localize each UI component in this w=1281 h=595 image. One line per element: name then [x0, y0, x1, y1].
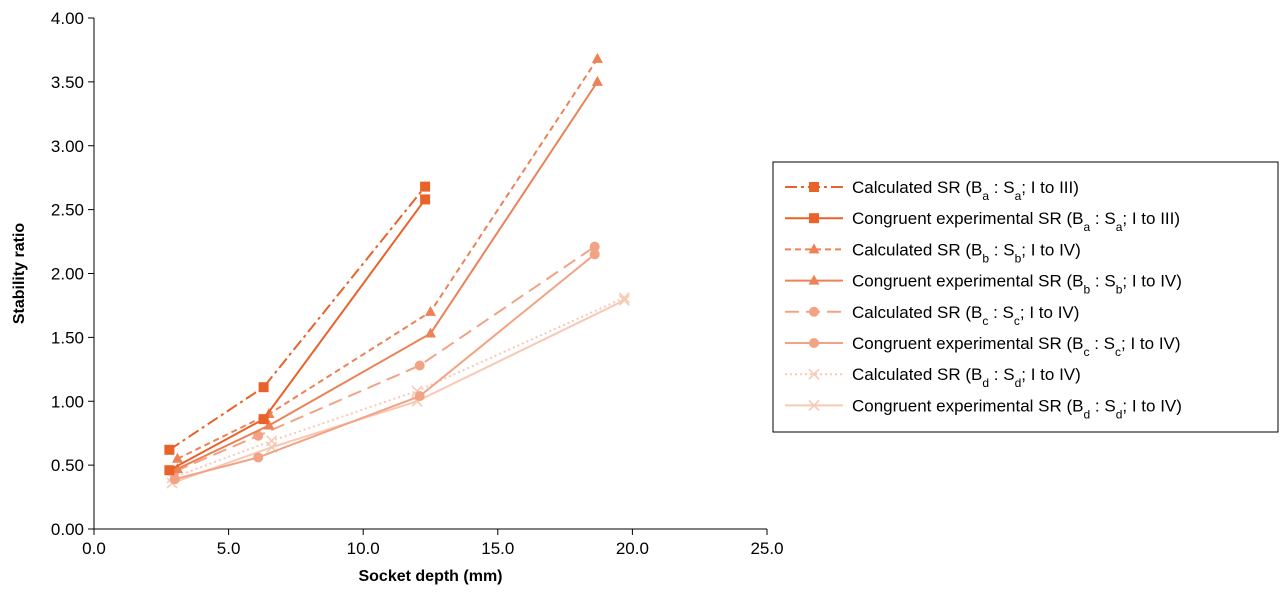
- y-tick-label: 1.50: [51, 328, 84, 347]
- legend-label: Calculated SR (Bd : Sd; I to IV): [852, 365, 1081, 390]
- legend-item-3: Calculated SR (Bb : Sb; I to IV): [785, 240, 1081, 265]
- y-tick-label: 2.00: [51, 265, 84, 284]
- y-tick-label: 3.50: [51, 73, 84, 92]
- legend-marker-square: [809, 182, 819, 192]
- legend-marker-circle: [809, 306, 819, 317]
- y-tick-label: 0.00: [51, 520, 84, 539]
- legend-label: Calculated SR (Ba : Sa; I to III): [852, 178, 1079, 203]
- data-point-x: [618, 292, 630, 304]
- data-point-triangle: [425, 327, 436, 338]
- series-line: [168, 198, 426, 472]
- series-line: [177, 58, 599, 460]
- legend-label: Calculated SR (Bb : Sb; I to IV): [852, 240, 1081, 265]
- legend-item-6: Congruent experimental SR (Bc : Sc; I to…: [785, 334, 1181, 359]
- series-group: [164, 52, 630, 489]
- legend-label: Congruent experimental SR (Ba : Sa; I to…: [852, 209, 1180, 234]
- y-tick-label: 1.00: [51, 392, 84, 411]
- x-tick-label: 0.0: [82, 539, 106, 558]
- data-point-circle: [169, 474, 180, 485]
- x-axis-title: Socket depth (mm): [358, 568, 502, 585]
- data-point-triangle: [263, 419, 275, 430]
- series-3: [171, 52, 603, 463]
- legend-label: Congruent experimental SR (Bb : Sb; I to…: [852, 272, 1182, 297]
- series-2: [164, 194, 431, 476]
- series-8: [166, 294, 630, 489]
- legend-item-5: Calculated SR (Bc : Sc; I to IV): [785, 303, 1079, 328]
- y-tick-label: 3.00: [51, 137, 84, 156]
- data-point-circle: [414, 360, 425, 371]
- legend-marker-x: [808, 368, 820, 380]
- data-point-circle: [414, 391, 425, 402]
- series-line: [171, 296, 625, 479]
- data-point-square: [258, 382, 269, 393]
- ticks: 0.00 0.50 1.00 1.50 2.00 2.50 3.00 3.50 4.00 0.0 5…: [51, 9, 784, 558]
- data-point-triangle: [171, 462, 183, 473]
- y-tick-label: 0.50: [51, 456, 84, 475]
- data-point-square: [420, 194, 431, 205]
- data-point-triangle: [171, 452, 183, 463]
- data-point-circle: [253, 430, 264, 441]
- series-line: [171, 299, 625, 484]
- series-1: [164, 181, 431, 455]
- series-6: [169, 249, 600, 485]
- legend-label: Congruent experimental SR (Bd : Sd; I to…: [852, 396, 1182, 421]
- data-point-square: [420, 181, 431, 192]
- data-point-square: [258, 414, 269, 425]
- legend-marker-x: [808, 399, 820, 411]
- series-7: [166, 292, 630, 484]
- series-line: [174, 245, 596, 473]
- y-tick-label: 2.50: [51, 201, 84, 220]
- x-tick-label: 15.0: [481, 539, 514, 558]
- data-point-triangle: [425, 305, 436, 316]
- y-tick-label: 4.00: [51, 9, 84, 28]
- legend-marker-circle: [809, 338, 819, 348]
- legend-item-4: Congruent experimental SR (Bb : Sb; I to…: [785, 272, 1182, 297]
- legend-marker-square: [809, 213, 819, 224]
- legend-item-8: Congruent experimental SR (Bd : Sd; I to…: [785, 396, 1182, 421]
- data-point-circle: [589, 249, 600, 260]
- legend-item-1: Calculated SR (Ba : Sa; I to III): [785, 178, 1079, 203]
- legend-marker-triangle: [808, 243, 820, 254]
- data-point-x: [266, 435, 278, 447]
- legend-item-2: Congruent experimental SR (Ba : Sa; I to…: [785, 209, 1180, 234]
- data-point-square: [164, 465, 175, 476]
- axes: [93, 18, 767, 530]
- data-point-square: [164, 444, 175, 455]
- legend-label: Calculated SR (Bc : Sc; I to IV): [852, 303, 1079, 328]
- legend-item-7: Calculated SR (Bd : Sd; I to IV): [785, 365, 1081, 390]
- series-line: [177, 81, 599, 470]
- y-axis-title: Stability ratio: [11, 223, 28, 325]
- x-tick-label: 5.0: [217, 539, 241, 558]
- x-tick-label: 25.0: [750, 539, 783, 558]
- data-point-triangle: [591, 52, 603, 63]
- data-point-x: [618, 294, 630, 306]
- x-tick-label: 10.0: [347, 539, 380, 558]
- legend: Calculated SR (Ba : Sa; I to III) Congrue…: [772, 161, 1279, 433]
- legend-box: [772, 161, 1279, 433]
- series-line: [168, 186, 426, 451]
- x-tick-label: 20.0: [616, 539, 649, 558]
- data-point-circle: [253, 452, 264, 463]
- legend-label: Congruent experimental SR (Bc : Sc; I to…: [852, 334, 1181, 359]
- series-4: [171, 75, 603, 473]
- series-line: [174, 253, 596, 481]
- data-point-circle: [589, 241, 600, 252]
- legend-marker-triangle: [808, 274, 820, 285]
- data-point-triangle: [591, 75, 603, 86]
